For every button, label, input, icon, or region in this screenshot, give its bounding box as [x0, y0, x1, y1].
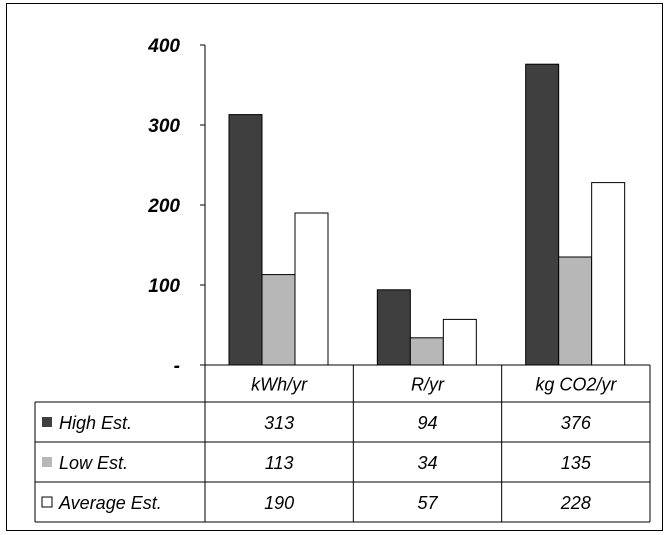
y-tick-label-3: 100: [148, 276, 180, 297]
bar-high-est-2: [525, 63, 560, 366]
legend-label-low-est: Low Est.: [59, 453, 128, 473]
bar-low-est-0: [261, 274, 296, 366]
bar-low-est-2: [558, 256, 593, 366]
legend-key-high-est: [42, 417, 52, 427]
table-cell-low-est-0: 113: [265, 453, 294, 473]
category-label-0: kWh/yr: [251, 375, 308, 395]
bar-high-est-0: [228, 114, 263, 366]
table-cell-high-est-0: 313: [264, 413, 294, 433]
table-cell-high-est-1: 94: [417, 413, 437, 433]
legend-key-low-est: [42, 457, 52, 467]
legend-label-average-est: Average Est.: [58, 493, 162, 513]
table-cell-low-est-1: 34: [417, 453, 437, 473]
bar-average-est-2: [591, 182, 626, 366]
category-label-2: kg CO2/yr: [535, 375, 617, 395]
y-tick-label-2: 200: [147, 196, 180, 217]
bar-high-est-1: [376, 289, 411, 366]
table-cell-high-est-2: 376: [561, 413, 592, 433]
table-cell-average-est-1: 57: [417, 493, 438, 513]
y-tick-label-1: 300: [148, 116, 180, 137]
table-cell-average-est-0: 190: [264, 493, 294, 513]
bar-average-est-1: [442, 318, 477, 366]
table-cell-average-est-2: 228: [560, 493, 591, 513]
y-tick-label-4: -: [174, 356, 180, 377]
legend-key-average-est: [41, 496, 53, 508]
category-label-1: R/yr: [411, 375, 445, 395]
table-cell-low-est-2: 135: [561, 453, 592, 473]
bar-low-est-1: [409, 337, 444, 366]
bar-average-est-0: [294, 212, 329, 366]
legend-label-high-est: High Est.: [59, 413, 132, 433]
y-tick-label-0: 400: [147, 36, 180, 57]
